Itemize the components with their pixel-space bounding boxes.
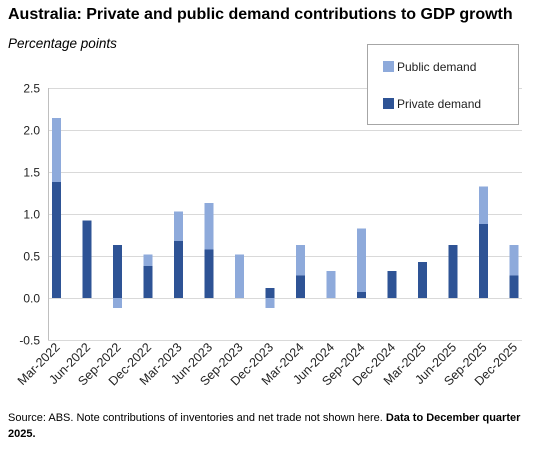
y-tick-label: 0.0 xyxy=(23,292,40,306)
y-axis-tick-labels: 2.5 2.0 1.5 1.0 0.5 0.0 -0.5 xyxy=(19,82,40,348)
chart-subtitle-units: Percentage points xyxy=(8,36,117,51)
legend-label-private-demand: Private demand xyxy=(397,97,482,111)
bar-private-demand-mar-2023 xyxy=(174,240,183,298)
bar-private-demand-dec-2022 xyxy=(143,266,153,298)
bar-public-demand-sep-2023 xyxy=(235,254,244,298)
legend-item-public-demand: Public demand xyxy=(383,60,513,74)
bar-private-demand-dec-2023 xyxy=(265,287,275,298)
bar-public-demand-sep-2022 xyxy=(113,298,122,309)
y-tick-label: 2.0 xyxy=(23,124,40,138)
bar-private-demand-jun-2023 xyxy=(204,249,214,298)
bar-private-demand-mar-2022 xyxy=(52,182,61,298)
bar-public-demand-sep-2025 xyxy=(479,186,488,225)
bar-private-demand-sep-2024 xyxy=(357,292,366,298)
y-tick-label: 2.5 xyxy=(23,82,40,96)
bar-public-demand-dec-2025 xyxy=(509,245,519,276)
legend: Public demand Private demand xyxy=(367,44,519,125)
bar-private-demand-dec-2024 xyxy=(387,271,397,298)
legend-swatch-private-demand xyxy=(383,98,394,109)
bars xyxy=(52,118,519,309)
bar-private-demand-sep-2022 xyxy=(113,245,122,298)
source-note-bold: Data to December quarter 2025. xyxy=(8,412,521,440)
legend-swatch-public-demand xyxy=(383,61,394,72)
y-tick-label: -0.5 xyxy=(19,334,40,348)
bar-public-demand-jun-2024 xyxy=(326,271,336,298)
bar-public-demand-mar-2022 xyxy=(52,118,61,183)
bar-private-demand-dec-2025 xyxy=(509,275,519,298)
bar-public-demand-jun-2023 xyxy=(204,203,214,250)
source-note: Source: ABS. Note contributions of inven… xyxy=(8,410,540,442)
bar-private-demand-jun-2025 xyxy=(448,245,458,298)
y-tick-label: 1.5 xyxy=(23,166,40,180)
bar-public-demand-mar-2023 xyxy=(174,211,183,241)
y-tick-label: 1.0 xyxy=(23,208,40,222)
x-axis-tick-labels: Mar-2022Jun-2022Sep-2022Dec-2022Mar-2023… xyxy=(15,340,520,388)
source-note-text: Source: ABS. Note contributions of inven… xyxy=(8,412,383,424)
chart-title: Australia: Private and public demand con… xyxy=(8,6,513,23)
bar-private-demand-jun-2022 xyxy=(82,220,92,298)
legend-item-private-demand: Private demand xyxy=(383,97,513,111)
chart-plot: 2.5 2.0 1.5 1.0 0.5 0.0 -0.5 Mar-2022Jun-2022S… xyxy=(15,82,522,388)
bar-private-demand-mar-2025 xyxy=(418,261,427,298)
bar-public-demand-dec-2022 xyxy=(143,254,153,267)
bar-private-demand-mar-2024 xyxy=(296,275,305,298)
bar-public-demand-sep-2024 xyxy=(357,228,366,293)
bar-public-demand-dec-2023 xyxy=(265,298,275,309)
bar-private-demand-sep-2025 xyxy=(479,224,488,298)
legend-label-public-demand: Public demand xyxy=(397,60,477,74)
y-tick-label: 0.5 xyxy=(23,250,40,264)
bar-public-demand-mar-2024 xyxy=(296,245,305,276)
